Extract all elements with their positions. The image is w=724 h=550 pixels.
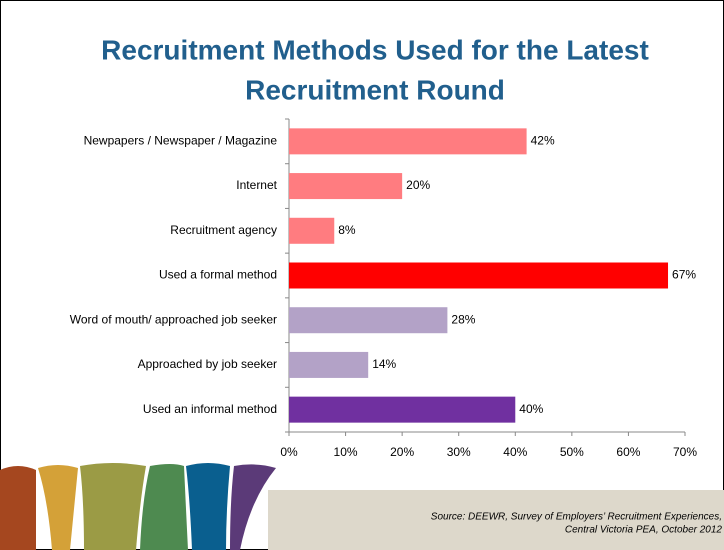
stripe [80, 463, 146, 550]
y-tick-label: Newpapers / Newspaper / Magazine [84, 134, 278, 148]
source-text: Central Victoria PEA, October 2012 [565, 525, 723, 536]
value-label: 28% [451, 312, 475, 326]
source-text: Source: DEEWR, Survey of Employers’ Recr… [431, 512, 722, 523]
slide: Recruitment Methods Used for the Latest … [0, 0, 724, 550]
x-tick-label: 20% [390, 445, 414, 459]
title-line: Recruitment Methods Used for the Latest [101, 34, 649, 65]
stripe [186, 463, 230, 550]
y-tick-label: Word of mouth/ approached job seeker [70, 312, 277, 326]
value-label: 40% [519, 402, 543, 416]
y-tick-label: Used an informal method [143, 402, 277, 416]
x-tick-label: 70% [673, 445, 697, 459]
bar [289, 352, 368, 378]
y-tick-label: Used a formal method [159, 268, 277, 282]
value-label: 8% [338, 223, 356, 237]
bar [289, 173, 402, 199]
x-tick-label: 50% [560, 445, 584, 459]
x-tick-label: 40% [503, 445, 527, 459]
value-label: 20% [406, 178, 430, 192]
bar [289, 307, 447, 333]
value-label: 67% [672, 268, 696, 282]
y-tick-label: Internet [236, 178, 277, 192]
value-label: 14% [372, 357, 396, 371]
x-tick-label: 30% [447, 445, 471, 459]
stripe [0, 466, 36, 550]
y-tick-label: Recruitment agency [170, 223, 277, 237]
x-tick-label: 0% [280, 445, 298, 459]
title-line: Recruitment Round [245, 74, 505, 105]
bar [289, 397, 515, 423]
y-tick-label: Approached by job seeker [138, 357, 277, 371]
bar [289, 128, 527, 154]
bar [289, 263, 668, 289]
bar [289, 218, 334, 244]
x-tick-label: 10% [334, 445, 358, 459]
value-label: 42% [531, 134, 555, 148]
x-tick-label: 60% [616, 445, 640, 459]
